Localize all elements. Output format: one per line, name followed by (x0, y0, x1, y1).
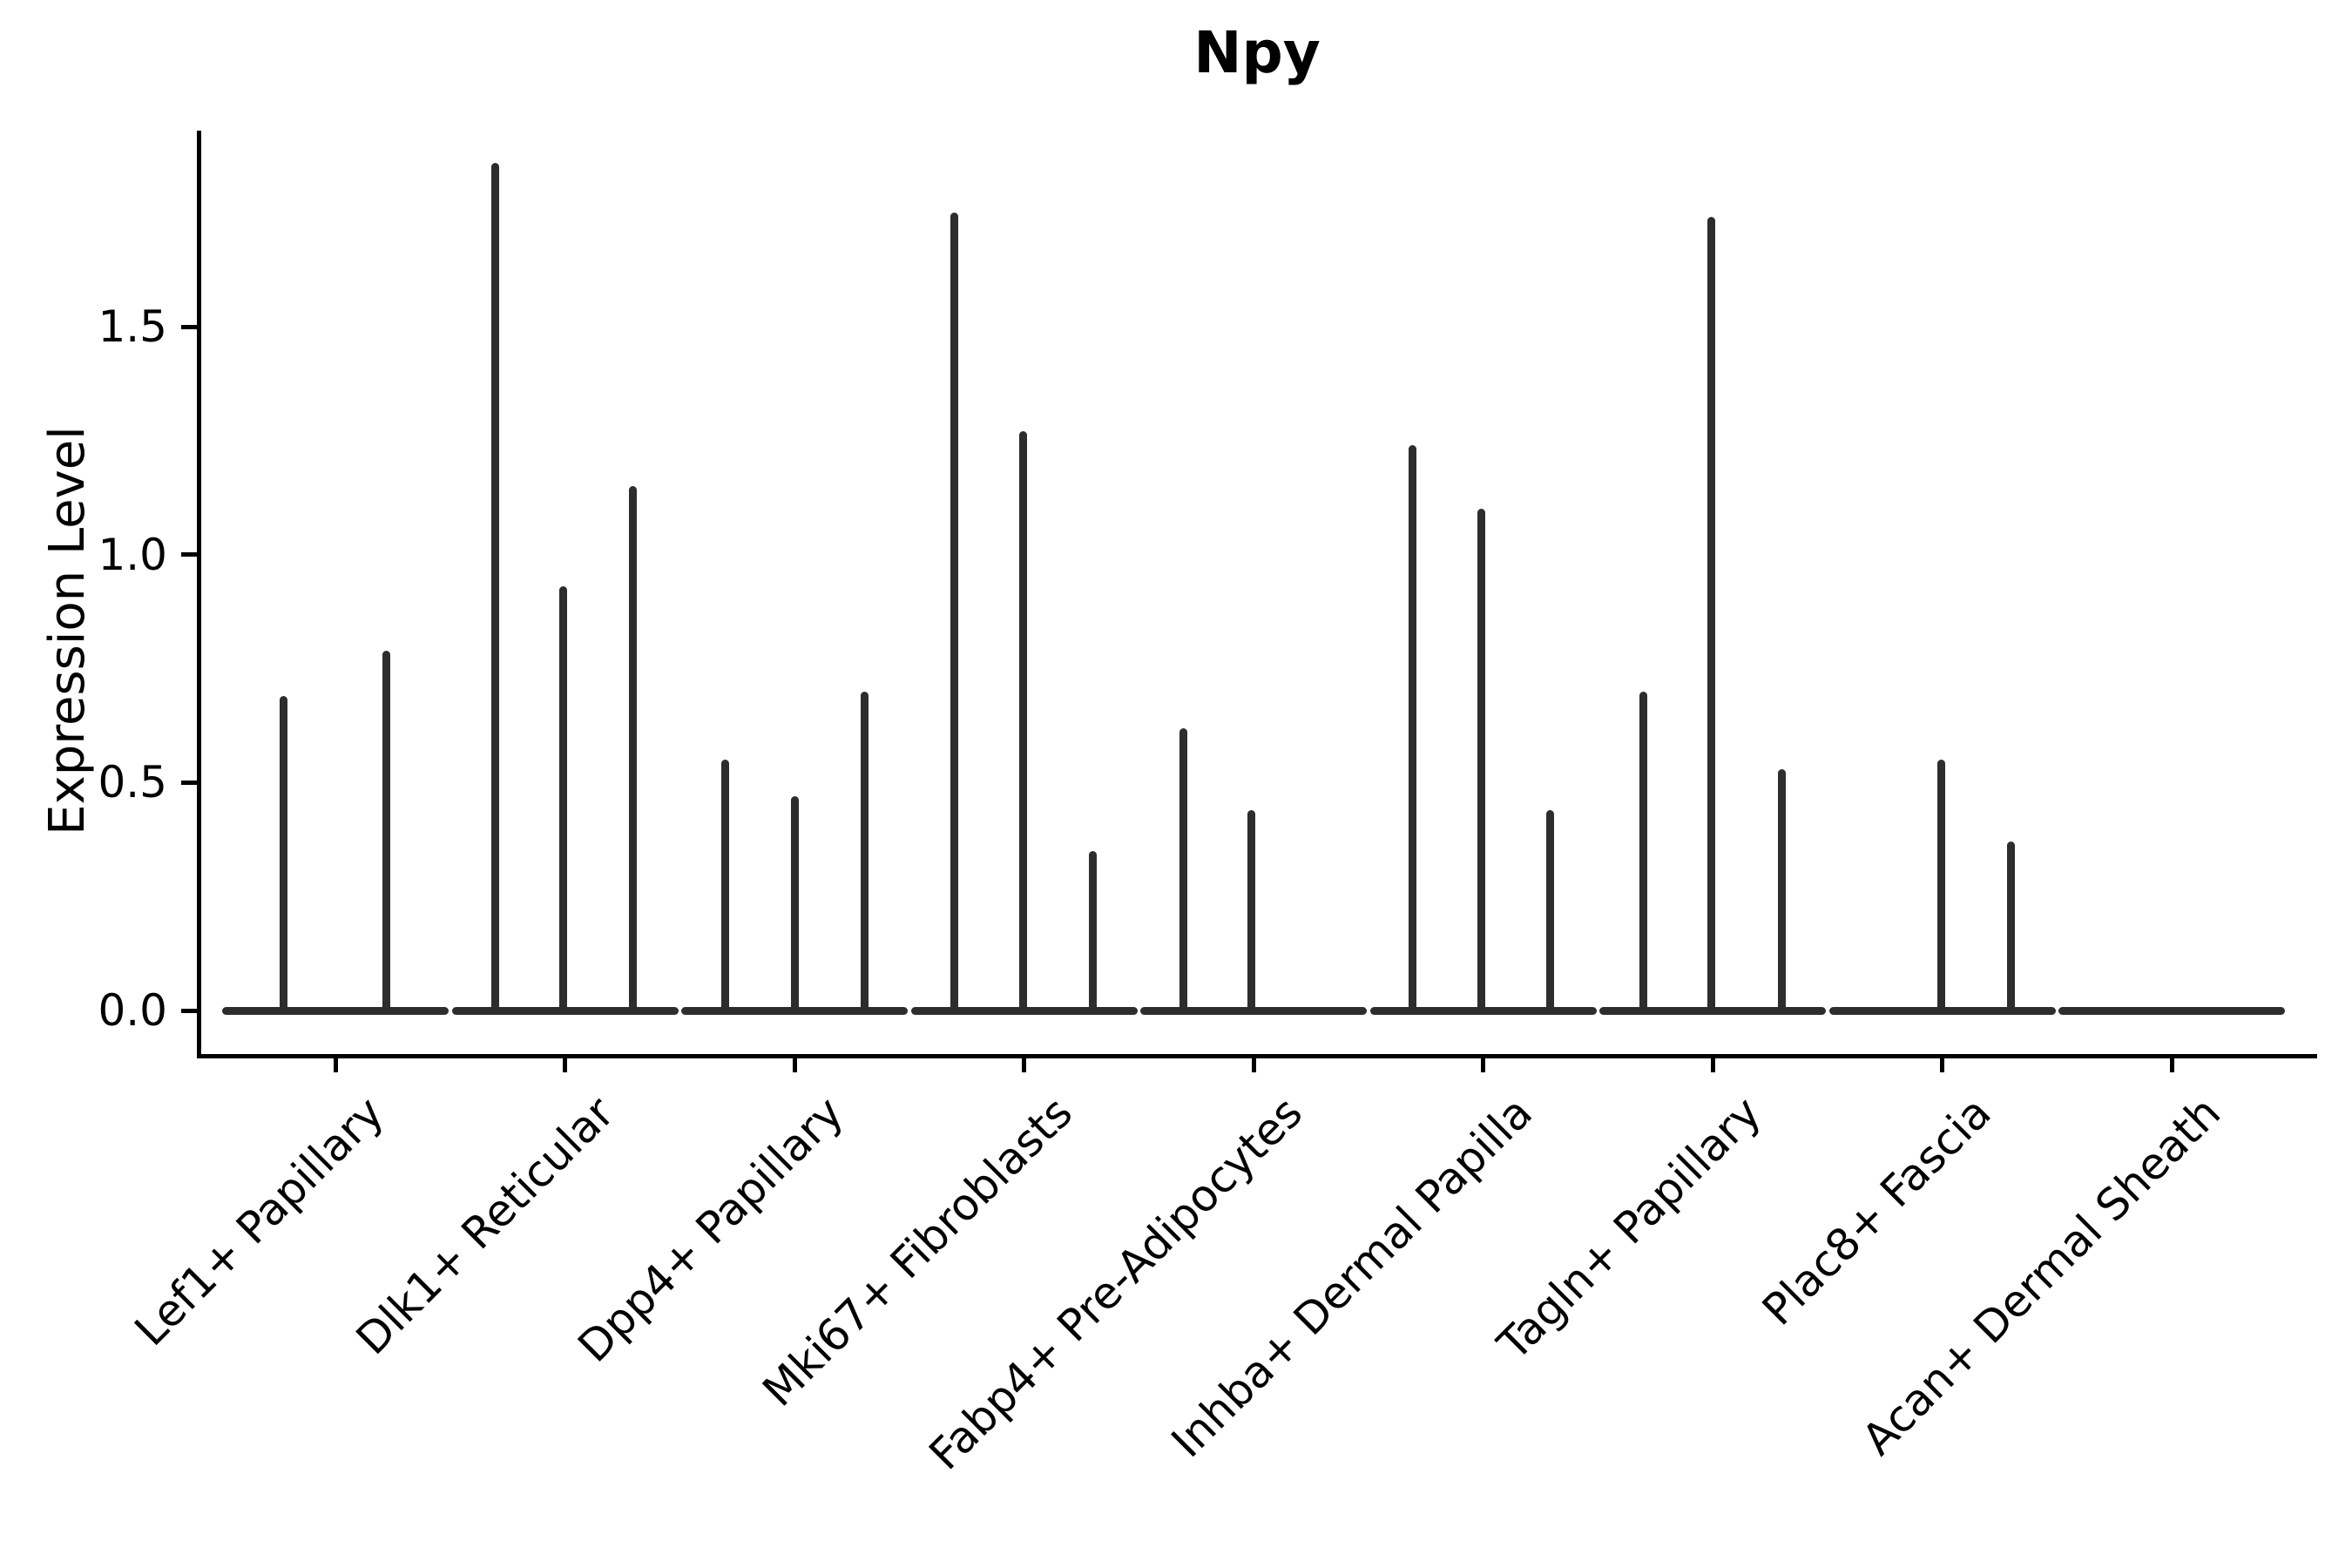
violin-base (1828, 1006, 2056, 1015)
violin-spike (950, 213, 958, 1010)
y-tick (181, 1008, 197, 1013)
x-tick (2169, 1057, 2174, 1072)
violin-spike (1089, 850, 1097, 1010)
x-tick (1251, 1057, 1256, 1072)
violin-spike (629, 486, 637, 1010)
y-tick-label: 0.0 (98, 985, 167, 1036)
x-tick-label: Fabp4+ Pre-Adipocytes (919, 1087, 1313, 1480)
y-tick (181, 324, 197, 329)
violin-spike (1477, 509, 1485, 1010)
violin-spike (1247, 809, 1255, 1010)
violin-spike (1777, 768, 1786, 1010)
y-axis-spine (197, 131, 201, 1058)
violin-spike (860, 691, 868, 1010)
chart-title: Npy (1193, 19, 1321, 86)
violin-base (222, 1006, 449, 1015)
violin-spike (720, 760, 729, 1010)
violin-spike (382, 650, 390, 1010)
violin-spike (790, 796, 799, 1010)
y-tick (181, 780, 197, 785)
x-tick-label: Plac8+ Fascia (1752, 1087, 2001, 1335)
violin-base (681, 1006, 908, 1015)
violin-spike (491, 162, 499, 1010)
violin-spike (1409, 445, 1416, 1010)
violin-spike (1707, 217, 1715, 1010)
x-tick-label: Lef1+ Papillary (125, 1087, 395, 1356)
x-axis-spine (197, 1054, 2317, 1058)
violin-spike (1639, 691, 1647, 1010)
x-tick (792, 1057, 797, 1072)
y-tick (181, 552, 197, 558)
violin-base (1369, 1006, 1597, 1015)
violin-spike (1546, 809, 1554, 1010)
x-tick (1022, 1057, 1026, 1072)
violin-base (2058, 1006, 2285, 1015)
violin-base (451, 1006, 679, 1015)
x-tick (563, 1057, 567, 1072)
y-tick-label: 0.5 (98, 757, 167, 808)
violin-spike (2007, 841, 2015, 1010)
violin-spike (1019, 431, 1027, 1010)
y-tick-label: 1.0 (98, 529, 167, 580)
violin-base (1599, 1006, 1826, 1015)
y-tick-label: 1.5 (98, 301, 167, 353)
x-tick (333, 1057, 338, 1072)
violin-spike (559, 586, 567, 1010)
violin-spike (1179, 727, 1187, 1010)
violin-spike (279, 695, 287, 1010)
x-tick (1481, 1057, 1485, 1072)
violin-spike (1937, 760, 1945, 1010)
x-tick (1940, 1057, 1944, 1072)
x-tick (1710, 1057, 1715, 1072)
violin-base (1140, 1006, 1367, 1015)
violin-base (910, 1006, 1138, 1015)
